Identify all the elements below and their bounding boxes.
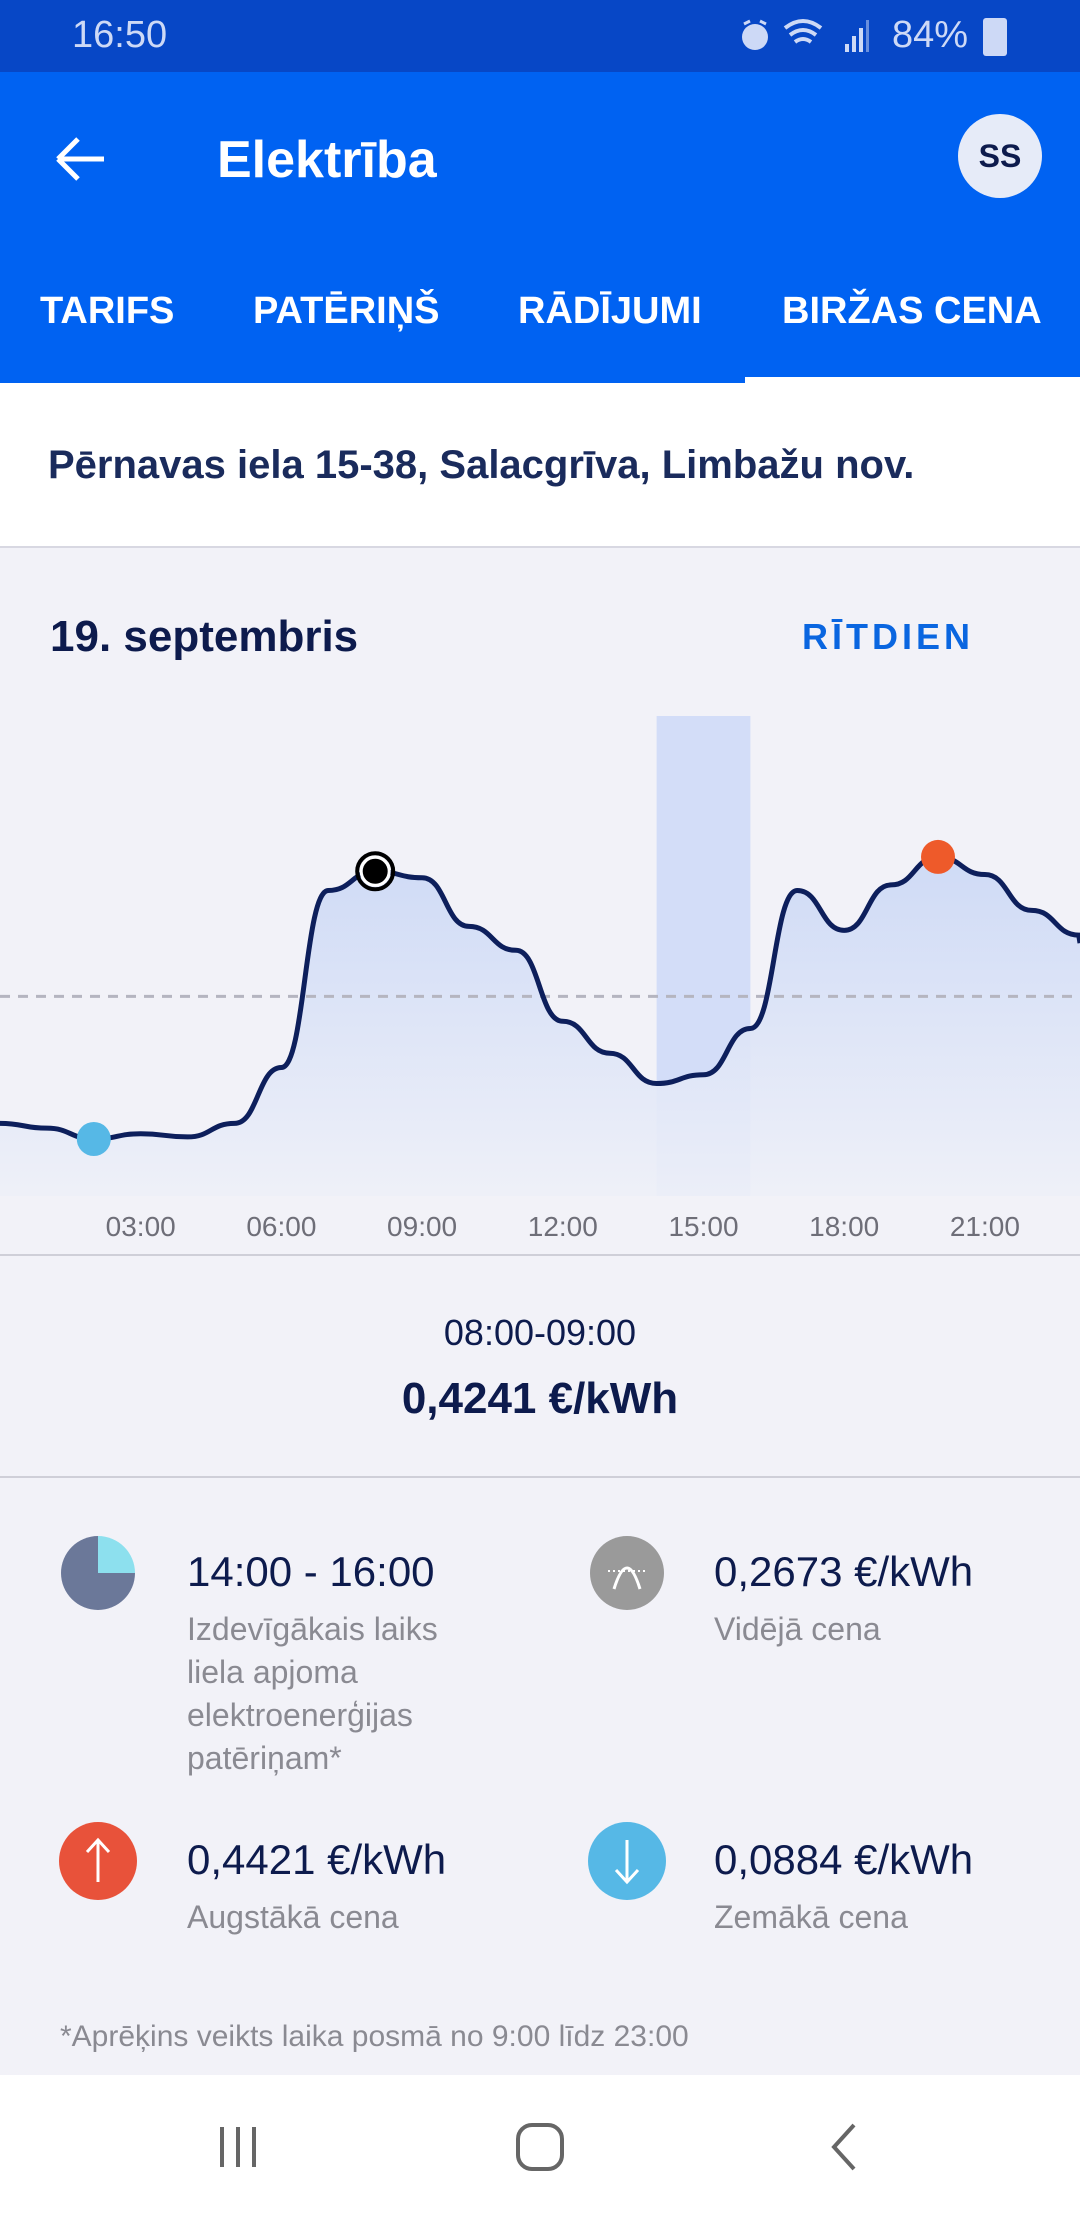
x-tick-label: 15:00 [668,1211,738,1242]
tomorrow-button[interactable]: RĪTDIEN [802,616,974,657]
x-tick-label: 09:00 [387,1211,457,1242]
back-nav-button[interactable] [824,2121,864,2173]
price-line [0,854,1080,1142]
x-tick-label: 03:00 [106,1211,176,1242]
arrow-up-icon [59,1822,137,1900]
pie-clock-icon [61,1536,135,1610]
footnote: *Aprēķins veikts laika posmā no 9:00 līd… [60,2020,689,2053]
status-bar: 16:50 84% [0,0,1080,72]
max-price-label: Augstākā cena [187,1899,399,1935]
tab-birzas-cena[interactable]: BIRŽAS CENA [782,290,1042,332]
active-tab-indicator [745,377,1080,383]
max-price-value: 0,4421 €/kWh [187,1836,447,1883]
tab-paterins[interactable]: PATĒRIŅŠ [253,290,440,332]
tab-tarifs[interactable]: TARIFS [40,290,175,332]
best-time-value: 14:00 - 16:00 [187,1548,435,1595]
x-tick-label: 18:00 [809,1211,879,1242]
x-tick-label: 06:00 [246,1211,316,1242]
divider [0,1476,1080,1478]
x-tick-label: 12:00 [528,1211,598,1242]
signal-icon [845,20,869,52]
selected-point-ring [355,851,396,892]
address-bar: Pērnavas iela 15-38, Salacgrīva, Limbažu… [0,383,1080,548]
status-icons [742,19,869,52]
selected-price: 0,4241 €/kWh [401,1374,679,1423]
x-tick-label: 21:00 [950,1211,1020,1242]
average-label: Vidējā cena [714,1611,881,1647]
min-price-point[interactable] [76,1122,111,1156]
max-price-point[interactable] [921,839,955,874]
home-button[interactable] [514,2121,568,2173]
average-value: 0,2673 €/kWh [714,1548,974,1595]
battery-percent: 84% [892,14,969,56]
recent-apps-button[interactable] [214,2123,264,2171]
arrow-down-icon [588,1822,666,1900]
best-time-label: Izdevīgākais laiks liela apjoma elektroe… [187,1611,438,1776]
tab-radijumi[interactable]: RĀDĪJUMI [518,290,702,332]
system-nav-bar [0,2075,1080,2220]
back-button[interactable] [52,134,112,184]
min-price-label: Zemākā cena [714,1899,908,1935]
app-bar: Elektrība SS TARIFS PATĒRIŅŠ RĀDĪJUMI BI… [0,72,1080,383]
chart-date: 19. septembris [50,612,359,661]
battery-icon [983,18,1007,56]
address-text: Pērnavas iela 15-38, Salacgrīva, Limbažu… [48,443,915,487]
average-icon [590,1536,664,1610]
selected-point[interactable] [359,855,391,887]
alarm-icon [742,19,768,50]
price-chart[interactable]: 03:00 06:00 09:00 12:00 15:00 18:00 21:00 [0,680,1080,1250]
divider [0,1254,1080,1256]
selected-time: 08:00-09:00 [443,1312,637,1353]
min-price-value: 0,0884 €/kWh [714,1836,974,1883]
status-time: 16:50 [72,14,168,56]
price-area [0,856,1080,1196]
avatar[interactable]: SS [958,114,1042,198]
wifi-icon [783,19,823,44]
page-title: Elektrība [217,131,437,189]
